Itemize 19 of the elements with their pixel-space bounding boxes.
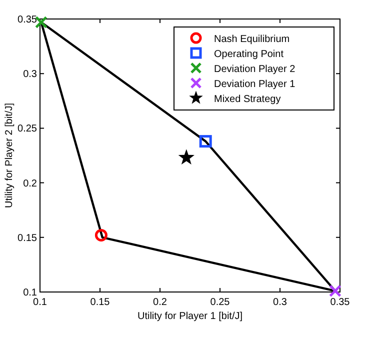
legend-label: Deviation Player 1	[214, 79, 296, 90]
y-tick-label: 0.1	[23, 288, 38, 298]
y-axis-title: Utility for Player 2 [bit/J]	[4, 102, 15, 208]
y-tick-label: 0.3	[23, 69, 38, 80]
x-axis-title: Utility for Player 1 [bit/J]	[137, 311, 243, 322]
x-tick-label: 0.15	[90, 297, 110, 308]
y-tick-label: 0.25	[18, 124, 38, 135]
legend-label: Operating Point	[214, 49, 284, 60]
x-tick-label: 0.35	[330, 297, 350, 308]
x-tick-label: 0.3	[273, 297, 288, 308]
y-tick-label: 0.35	[18, 14, 38, 26]
y-tick-label: 0.15	[18, 232, 38, 244]
legend-label: Deviation Player 2	[214, 64, 296, 75]
x-tick-label: 0.2	[153, 297, 168, 308]
legend-label: Nash Equilibrium	[214, 34, 290, 45]
x-tick-label: 0.25	[210, 297, 230, 308]
x-tick-label: 0.1	[33, 297, 48, 308]
y-tick-label: 0.2	[23, 178, 38, 190]
legend-label: Mixed Strategy	[214, 94, 281, 105]
